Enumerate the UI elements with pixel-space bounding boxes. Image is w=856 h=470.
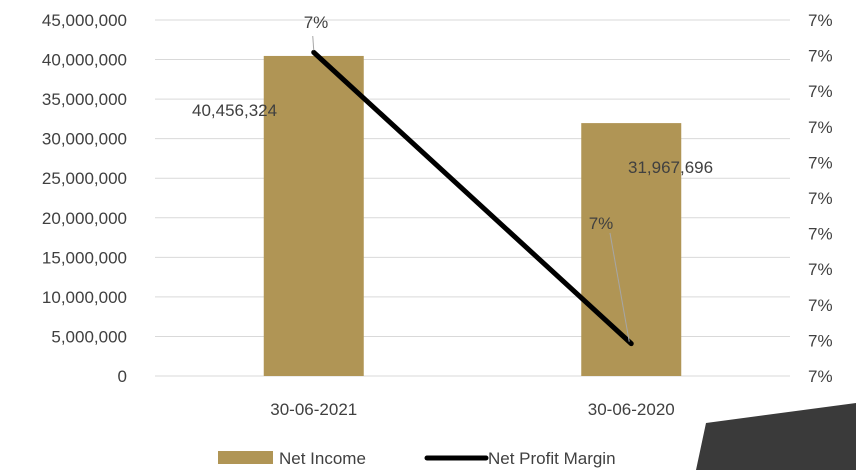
left-tick-label: 30,000,000	[42, 130, 127, 149]
right-tick-label: 7%	[808, 367, 833, 386]
corner-decoration	[696, 403, 856, 470]
leader-line	[609, 232, 630, 342]
right-tick-label: 7%	[808, 82, 833, 101]
right-tick-label: 7%	[808, 118, 833, 137]
line-data-label: 7%	[304, 13, 329, 32]
bar-data-label: 31,967,696	[628, 158, 713, 177]
net-income-bars	[263, 55, 682, 376]
left-tick-label: 40,000,000	[42, 51, 127, 70]
left-tick-label: 0	[118, 367, 127, 386]
left-tick-label: 5,000,000	[51, 327, 127, 346]
left-tick-label: 45,000,000	[42, 11, 127, 30]
left-tick-label: 35,000,000	[42, 90, 127, 109]
category-label: 30-06-2020	[588, 400, 675, 419]
series-line	[311, 49, 634, 347]
right-tick-label: 7%	[808, 296, 833, 315]
right-tick-label: 7%	[808, 11, 833, 30]
leader-line	[312, 35, 315, 51]
gridlines	[155, 19, 790, 377]
legend-label-net-income: Net Income	[279, 449, 366, 468]
right-tick-label: 7%	[808, 189, 833, 208]
category-label: 30-06-2021	[270, 400, 357, 419]
line-data-label: 7%	[589, 214, 614, 233]
net-profit-margin-line	[311, 49, 634, 347]
data-labels: 40,456,324 31,967,696 7% 7%	[192, 13, 713, 342]
right-tick-label: 7%	[808, 47, 833, 66]
left-tick-label: 15,000,000	[42, 248, 127, 267]
right-tick-label: 7%	[808, 331, 833, 350]
legend-swatch-net-income	[218, 451, 273, 464]
left-tick-label: 25,000,000	[42, 169, 127, 188]
right-tick-label: 7%	[808, 153, 833, 172]
right-tick-label: 7%	[808, 260, 833, 279]
legend: Net Income Net Profit Margin	[218, 449, 616, 468]
legend-label-net-profit-margin: Net Profit Margin	[488, 449, 616, 468]
category-labels: 30-06-2021 30-06-2020	[270, 400, 674, 419]
right-axis-ticks: 7% 7% 7% 7% 7% 7% 7% 7% 7% 7% 7%	[808, 11, 833, 386]
bar	[263, 55, 364, 376]
left-axis-ticks: 0 5,000,000 10,000,000 15,000,000 20,000,000…	[42, 11, 127, 386]
right-tick-label: 7%	[808, 225, 833, 244]
bar	[581, 123, 682, 376]
left-tick-label: 20,000,000	[42, 209, 127, 228]
bar-data-label: 40,456,324	[192, 101, 277, 120]
left-tick-label: 10,000,000	[42, 288, 127, 307]
